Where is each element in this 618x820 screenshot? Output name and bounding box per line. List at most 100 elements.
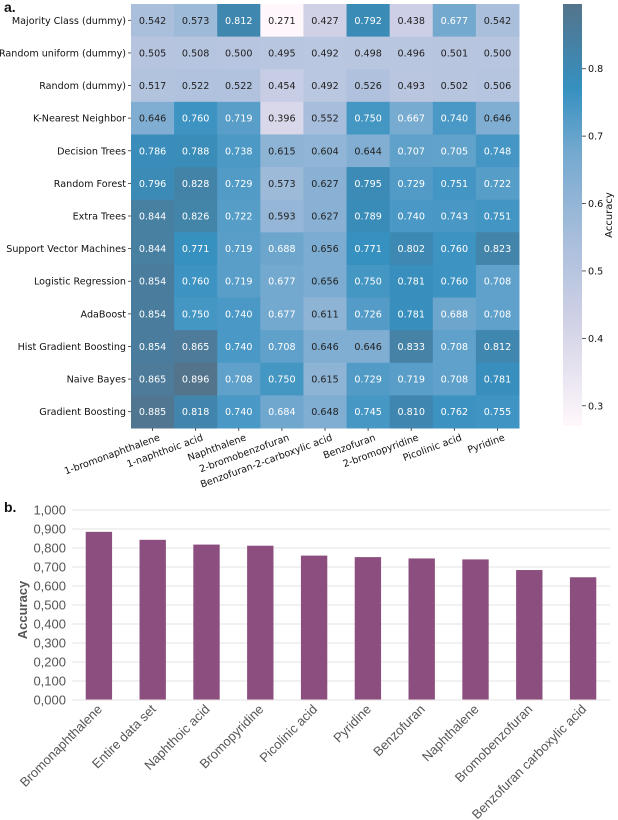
heatmap-cell-value: 0.508 <box>182 48 209 59</box>
heatmap-cell-value: 0.454 <box>268 81 295 92</box>
heatmap-cell-value: 0.748 <box>484 146 511 157</box>
heatmap-cell-value: 0.492 <box>311 81 338 92</box>
heatmap-cell <box>174 362 218 396</box>
heatmap-cell <box>303 395 348 429</box>
bar-chart: 0,000 0,100 0,200 0,300 0,400 0,500 0,600 0,700… <box>17 503 610 820</box>
heatmap-cell <box>217 167 261 201</box>
heatmap-cell <box>174 264 218 299</box>
heatmap-cell-value: 0.552 <box>311 114 338 125</box>
heatmap-cell <box>389 395 434 429</box>
heatmap-cell-value: 0.750 <box>182 309 209 320</box>
heatmap-cell <box>432 101 477 135</box>
heatmap-cell-value: 0.833 <box>397 342 424 353</box>
heatmap-cell <box>217 199 261 233</box>
heatmap-cell <box>217 232 261 266</box>
heatmap-cell <box>260 69 304 103</box>
heatmap-cell-value: 0.789 <box>354 212 381 223</box>
heatmap-cell <box>217 134 261 168</box>
heatmap-row-label: Decision Trees <box>57 146 126 157</box>
heatmap-cell-value: 0.542 <box>484 16 511 27</box>
heatmap-cell-value: 0.502 <box>441 81 468 92</box>
heatmap-cell <box>131 167 175 201</box>
heatmap-cell-value: 0.688 <box>268 244 295 255</box>
heatmap-cell <box>389 297 434 331</box>
colorbar-tick-label: 0.5 <box>588 266 603 277</box>
panel-a-label: a. <box>4 0 16 15</box>
heatmap-row-label: Hist Gradient Boosting <box>18 342 126 353</box>
heatmap-cell-value: 0.648 <box>311 407 338 418</box>
heatmap-cell-value: 0.644 <box>354 146 381 157</box>
heatmap-cell-value: 0.750 <box>268 375 295 386</box>
heatmap-cell <box>475 4 520 38</box>
heatmap-cell-value: 0.818 <box>182 407 209 418</box>
heatmap-cell-value: 0.604 <box>311 146 338 157</box>
heatmap-cell-value: 0.708 <box>225 375 252 386</box>
heatmap-cell-value: 0.708 <box>441 342 468 353</box>
heatmap-cell <box>303 134 348 168</box>
bar <box>354 557 382 700</box>
heatmap-cell-value: 0.573 <box>268 179 295 190</box>
heatmap-cell <box>174 101 218 135</box>
heatmap-cell-value: 0.762 <box>441 407 468 418</box>
heatmap-cell-value: 0.501 <box>441 48 468 59</box>
heatmap-cell <box>131 4 175 38</box>
heatmap-cell-value: 0.738 <box>225 146 252 157</box>
heatmap-cell-value: 0.792 <box>354 16 381 27</box>
heatmap-cell-value: 0.854 <box>139 277 166 288</box>
heatmap-cell <box>260 264 304 299</box>
heatmap-cell <box>260 395 304 429</box>
heatmap-cell-value: 0.505 <box>139 48 166 59</box>
bar-chart-y-tick-label: 0,400 <box>33 617 66 632</box>
heatmap-cell-value: 0.719 <box>225 277 252 288</box>
heatmap-cell <box>260 167 304 201</box>
heatmap-cell-value: 0.646 <box>484 114 511 125</box>
heatmap-cell <box>303 167 348 201</box>
heatmap-cell-value: 0.771 <box>354 244 381 255</box>
heatmap-cell-value: 0.611 <box>311 309 338 320</box>
heatmap-cell-value: 0.496 <box>397 48 424 59</box>
heatmap-cell-value: 0.750 <box>354 277 381 288</box>
heatmap-cell <box>389 4 434 38</box>
heatmap-cell <box>346 362 391 396</box>
heatmap-cell <box>389 362 434 396</box>
heatmap-cell <box>432 330 477 364</box>
bar-chart-y-tick-label: 0,800 <box>33 541 66 556</box>
heatmap-cell-value: 0.885 <box>139 407 166 418</box>
heatmap-cell-value: 0.719 <box>225 244 252 255</box>
heatmap-cell-value: 0.646 <box>139 114 166 125</box>
heatmap-cell-value: 0.795 <box>354 179 381 190</box>
heatmap-cell <box>346 297 391 331</box>
heatmap-cell-value: 0.726 <box>354 309 381 320</box>
heatmap-cell-value: 0.677 <box>268 277 295 288</box>
bar <box>247 545 274 700</box>
heatmap-row-label: Extra Trees <box>73 212 126 223</box>
heatmap-row-label: Naive Bayes <box>67 375 126 386</box>
heatmap-cell <box>432 134 477 168</box>
colorbar-tick-label: 0.6 <box>588 199 603 210</box>
heatmap-cell <box>346 330 391 364</box>
bar <box>300 555 328 700</box>
bar-chart-y-tick-label: 0,000 <box>33 693 66 708</box>
heatmap-cell <box>475 264 520 299</box>
heatmap-cell-value: 0.627 <box>311 212 338 223</box>
bar-chart-category-label: Pyridine <box>330 702 374 746</box>
heatmap-cell-value: 0.826 <box>182 212 209 223</box>
heatmap-cell <box>475 69 520 103</box>
heatmap-cell-value: 0.854 <box>139 309 166 320</box>
heatmap-cell <box>432 232 477 266</box>
heatmap-cell <box>432 264 477 299</box>
heatmap-cell-value: 0.823 <box>484 244 511 255</box>
heatmap-cell-value: 0.751 <box>441 179 468 190</box>
heatmap-cell-value: 0.684 <box>268 407 295 418</box>
heatmap-cell <box>303 330 348 364</box>
heatmap-cell <box>475 330 520 364</box>
heatmap-cell <box>131 330 175 364</box>
heatmap-cell <box>475 362 520 396</box>
heatmap-cell-value: 0.646 <box>354 342 381 353</box>
heatmap-cell <box>389 199 434 233</box>
heatmap-cell-value: 0.522 <box>225 81 252 92</box>
heatmap-cell <box>432 395 477 429</box>
heatmap-cell <box>303 101 348 135</box>
heatmap-cell-value: 0.810 <box>397 407 424 418</box>
